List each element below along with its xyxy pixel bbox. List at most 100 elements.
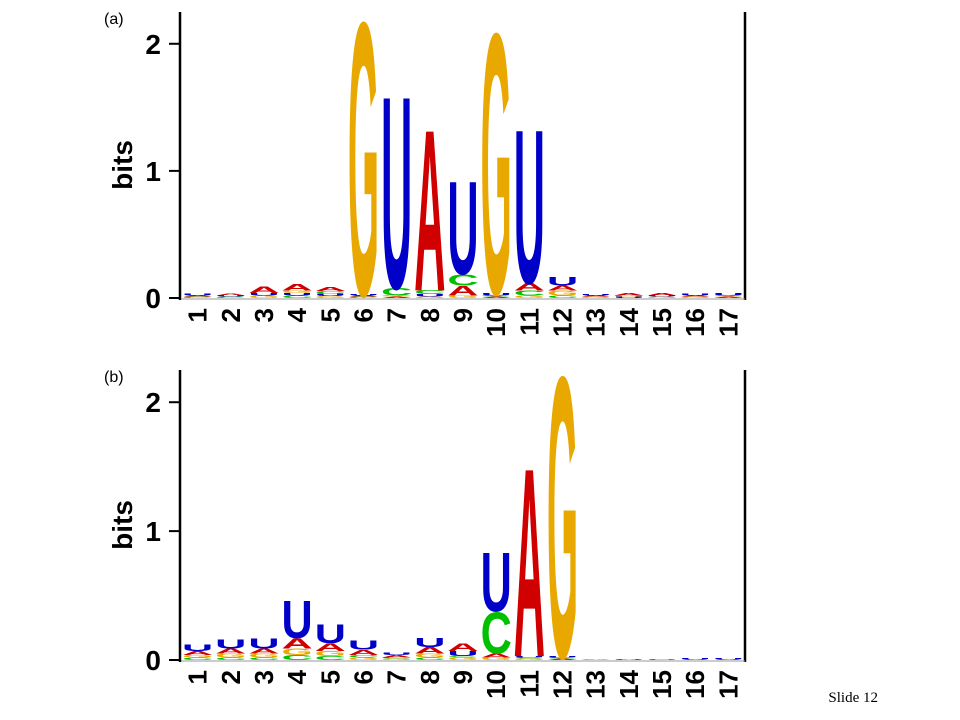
logo-letter: C	[282, 295, 313, 299]
logo-letter: C	[315, 655, 346, 661]
logo-letter: A	[248, 647, 279, 655]
logo-letter: A	[481, 653, 512, 659]
logo-letter: G	[315, 296, 346, 299]
logo-letter: A	[514, 413, 545, 714]
logo-letter: G	[248, 653, 279, 659]
logo-letter: G	[447, 295, 478, 299]
logo-letter: G	[447, 657, 478, 661]
logo-letter: C	[215, 657, 246, 661]
x-tick-label: 12	[548, 670, 578, 699]
logo-letter: U	[646, 659, 677, 660]
logo-letter: G	[514, 295, 545, 299]
logo-letter: A	[680, 295, 711, 297]
logo-letter: U	[646, 295, 677, 297]
y-tick-label: 1	[145, 156, 161, 187]
x-tick-label: 13	[581, 308, 611, 337]
panel-label: (a)	[104, 11, 124, 28]
logo-letter: C	[182, 296, 213, 298]
logo-letter: U	[348, 294, 379, 296]
logo-letter: G	[282, 647, 313, 657]
logo-letter: G	[547, 292, 578, 720]
logo-letter: U	[713, 292, 744, 296]
logo-letter: U	[680, 293, 711, 296]
x-tick-label: 10	[481, 670, 511, 699]
logo-panel: (b)bits0121CGAU2CGAU3CGAU4CGAU5CGAU6GCAU…	[104, 292, 747, 720]
x-tick-label: 16	[680, 308, 710, 337]
logo-letter: U	[481, 292, 512, 296]
logo-letter: A	[580, 295, 611, 297]
logo-letter: G	[646, 659, 677, 660]
logo-letter: C	[514, 657, 545, 659]
logo-letter: U	[215, 637, 246, 651]
logo-letter: G	[315, 650, 346, 658]
x-tick-label: 8	[415, 308, 445, 322]
logo-letter: A	[248, 285, 279, 295]
logo-letter: C	[248, 657, 279, 661]
logo-letter: A	[547, 658, 578, 660]
logo-letter: U	[315, 619, 346, 649]
logo-letter: U	[381, 652, 412, 656]
logo-letter: G	[381, 658, 412, 660]
logo-letter: U	[547, 274, 578, 288]
x-tick-label: 6	[348, 308, 378, 322]
logo-letter: G	[381, 295, 412, 297]
logo-letter: C	[315, 290, 346, 294]
logo-letter: U	[547, 656, 578, 658]
x-tick-label: 15	[647, 308, 677, 337]
logo-letter: C	[547, 295, 578, 299]
logo-letter: A	[481, 296, 512, 298]
logo-letter: A	[414, 646, 445, 656]
x-tick-label: 4	[282, 669, 312, 684]
x-tick-label: 14	[614, 669, 644, 698]
logo-letter: A	[215, 647, 246, 655]
logo-letter: U	[414, 294, 445, 298]
logo-letter: A	[646, 292, 677, 296]
logo-letter: A	[381, 654, 412, 658]
logo-letter: U	[481, 534, 512, 629]
logo-letter: A	[381, 296, 412, 298]
logo-letter: C	[215, 296, 246, 298]
logo-letter: U	[248, 635, 279, 651]
logo-letter: C	[348, 296, 379, 298]
logo-letter: C	[381, 657, 412, 659]
x-tick-label: 7	[382, 670, 412, 684]
logo-letter: U	[580, 294, 611, 296]
x-tick-label: 4	[282, 307, 312, 322]
logo-letter: G	[348, 657, 379, 661]
logo-letter: U	[381, 39, 412, 346]
y-axis-label: bits	[107, 140, 138, 190]
logo-letter: G	[547, 289, 578, 297]
logo-letter: G	[613, 295, 644, 297]
logo-letter: G	[580, 659, 611, 660]
logo-letter: U	[182, 643, 213, 653]
x-tick-label: 13	[581, 670, 611, 699]
logo-letter: G	[348, 0, 379, 378]
logo-letter: A	[315, 641, 346, 653]
logo-letter: U	[248, 292, 279, 296]
x-tick-label: 10	[481, 308, 511, 337]
logo-letter: A	[713, 659, 744, 660]
logo-letter: A	[215, 293, 246, 296]
logo-letter: C	[414, 657, 445, 661]
y-tick-label: 2	[145, 387, 161, 418]
logo-letter: A	[680, 659, 711, 660]
logo-letter: U	[514, 656, 545, 658]
y-tick-label: 0	[145, 645, 161, 676]
logo-letter: U	[348, 638, 379, 652]
logo-letter: U	[680, 658, 711, 660]
logo-letter: C	[447, 656, 478, 658]
x-tick-label: 11	[514, 670, 544, 698]
logo-letter: G	[646, 296, 677, 298]
x-tick-label: 5	[315, 308, 345, 322]
logo-letter: C	[481, 601, 512, 667]
logo-letter: G	[414, 653, 445, 659]
x-tick-label: 1	[183, 670, 213, 684]
x-tick-label: 3	[249, 308, 279, 322]
logo-letter: A	[447, 283, 478, 299]
x-tick-label: 3	[249, 670, 279, 684]
x-tick-label: 17	[713, 670, 743, 699]
logo-letter: G	[215, 653, 246, 659]
x-tick-label: 1	[183, 308, 213, 322]
x-tick-label: 15	[647, 670, 677, 699]
